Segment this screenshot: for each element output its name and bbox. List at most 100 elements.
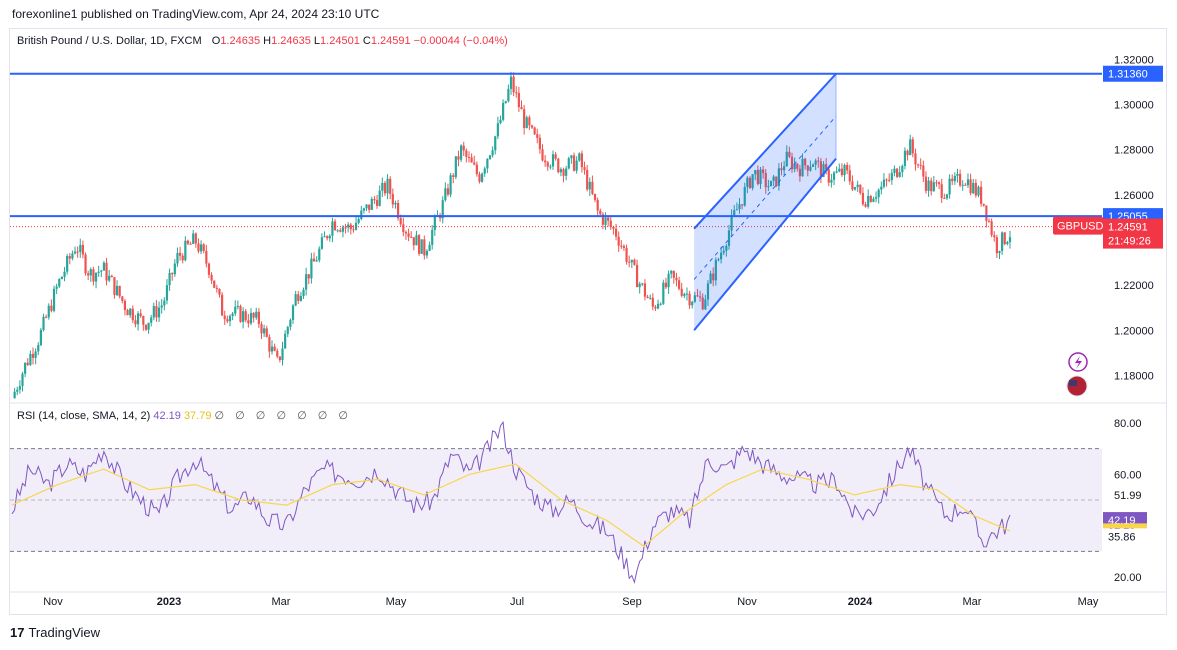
candle-body — [793, 163, 796, 170]
candle-body — [181, 255, 184, 261]
candle-body — [877, 189, 880, 198]
candle-body — [58, 279, 61, 287]
candle-body — [961, 184, 964, 186]
candle-body — [1001, 232, 1004, 252]
candle-body — [205, 250, 208, 264]
candle-body — [302, 289, 305, 296]
candle-body — [454, 156, 457, 178]
candle-body — [113, 277, 116, 296]
candle-body — [420, 239, 423, 254]
candle-body — [964, 184, 967, 186]
candle-body — [533, 127, 536, 135]
rsi-sma-line — [11, 463, 1011, 548]
candle-body — [565, 168, 568, 176]
candle-body — [572, 155, 576, 171]
candle-body — [79, 244, 82, 252]
candle-body — [859, 184, 862, 193]
candle-body — [664, 282, 668, 288]
candle-body — [959, 173, 962, 186]
candle-body — [478, 174, 481, 182]
candle-body — [173, 263, 176, 275]
candle-body — [551, 154, 555, 167]
candle-body — [210, 274, 213, 281]
candle-body — [189, 243, 192, 245]
candle-body — [846, 164, 849, 171]
candle-body — [523, 109, 526, 129]
symbol-title[interactable]: British Pound / U.S. Dollar, 1D, FXCM — [17, 35, 202, 47]
candle-body — [18, 386, 21, 390]
candle-body — [835, 171, 838, 173]
candle-body — [452, 175, 455, 178]
price-tick-label: 1.30000 — [1114, 99, 1154, 111]
candle-body — [45, 316, 48, 318]
candle-body — [299, 295, 302, 301]
candle-body — [756, 170, 759, 185]
candle-body — [131, 308, 134, 321]
candle-body — [37, 345, 40, 352]
time-tick-label: Nov — [737, 596, 757, 608]
candle-body — [796, 163, 799, 169]
candle-body — [607, 217, 610, 221]
candle-body — [985, 205, 988, 221]
candle-body — [557, 158, 560, 173]
chart-svg[interactable]: 1.32000 1.30000 1.28000 1.26000 1.22000 1.200… — [0, 0, 1177, 620]
candle-body — [601, 214, 605, 225]
candle-body — [178, 252, 182, 256]
candle-body — [704, 299, 707, 310]
candle-body — [176, 252, 179, 264]
time-tick-label: Mar — [272, 596, 291, 608]
candle-body — [368, 204, 371, 210]
candle-body — [869, 195, 872, 202]
publisher-header: forexonline1 published on TradingView.co… — [12, 7, 380, 21]
brand-label: TradingView — [28, 625, 101, 640]
candle-body — [680, 288, 683, 296]
candle-body — [538, 137, 541, 150]
candle-body — [270, 346, 274, 352]
candle-body — [218, 288, 221, 295]
candle-body — [336, 230, 339, 232]
candle-body — [192, 233, 195, 244]
candle-body — [215, 287, 218, 289]
candle-body — [717, 259, 720, 261]
candle-body — [441, 200, 444, 219]
candle-body — [378, 190, 381, 206]
candle-body — [157, 307, 161, 318]
candle-body — [24, 362, 27, 374]
rsi-tick-label: 80.00 — [1114, 418, 1142, 430]
candle-body — [987, 220, 991, 222]
candle-body — [591, 181, 594, 194]
candle-body — [635, 264, 639, 288]
candle-body — [667, 273, 670, 288]
candle-body — [155, 306, 158, 318]
candle-body — [509, 76, 513, 89]
candle-body — [123, 300, 127, 311]
candle-body — [754, 170, 757, 175]
candle-body — [825, 164, 828, 170]
candle-body — [530, 125, 534, 128]
candle-body — [349, 224, 352, 230]
candle-body — [861, 192, 865, 205]
candle-body — [507, 88, 510, 102]
candle-body — [856, 184, 859, 188]
candle-body — [194, 233, 197, 244]
candle-body — [814, 160, 817, 165]
candle-body — [286, 326, 289, 334]
candle-body — [919, 164, 922, 166]
candle-body — [260, 324, 263, 334]
candle-body — [604, 217, 607, 225]
candle-body — [767, 186, 770, 188]
candle-body — [297, 294, 300, 301]
candle-body — [948, 178, 951, 195]
candle-body — [515, 92, 518, 94]
candle-body — [759, 169, 762, 185]
candle-body — [780, 168, 783, 171]
candle-body — [906, 150, 909, 156]
candle-body — [31, 353, 35, 358]
candle-body — [706, 283, 710, 300]
candle-body — [165, 285, 169, 301]
price-tick-label: 1.32000 — [1114, 54, 1154, 66]
candle-body — [499, 119, 502, 124]
candle-body — [502, 102, 505, 120]
candle-body — [622, 246, 626, 248]
rsi-title[interactable]: RSI (14, close, SMA, 14, 2) — [17, 410, 151, 422]
